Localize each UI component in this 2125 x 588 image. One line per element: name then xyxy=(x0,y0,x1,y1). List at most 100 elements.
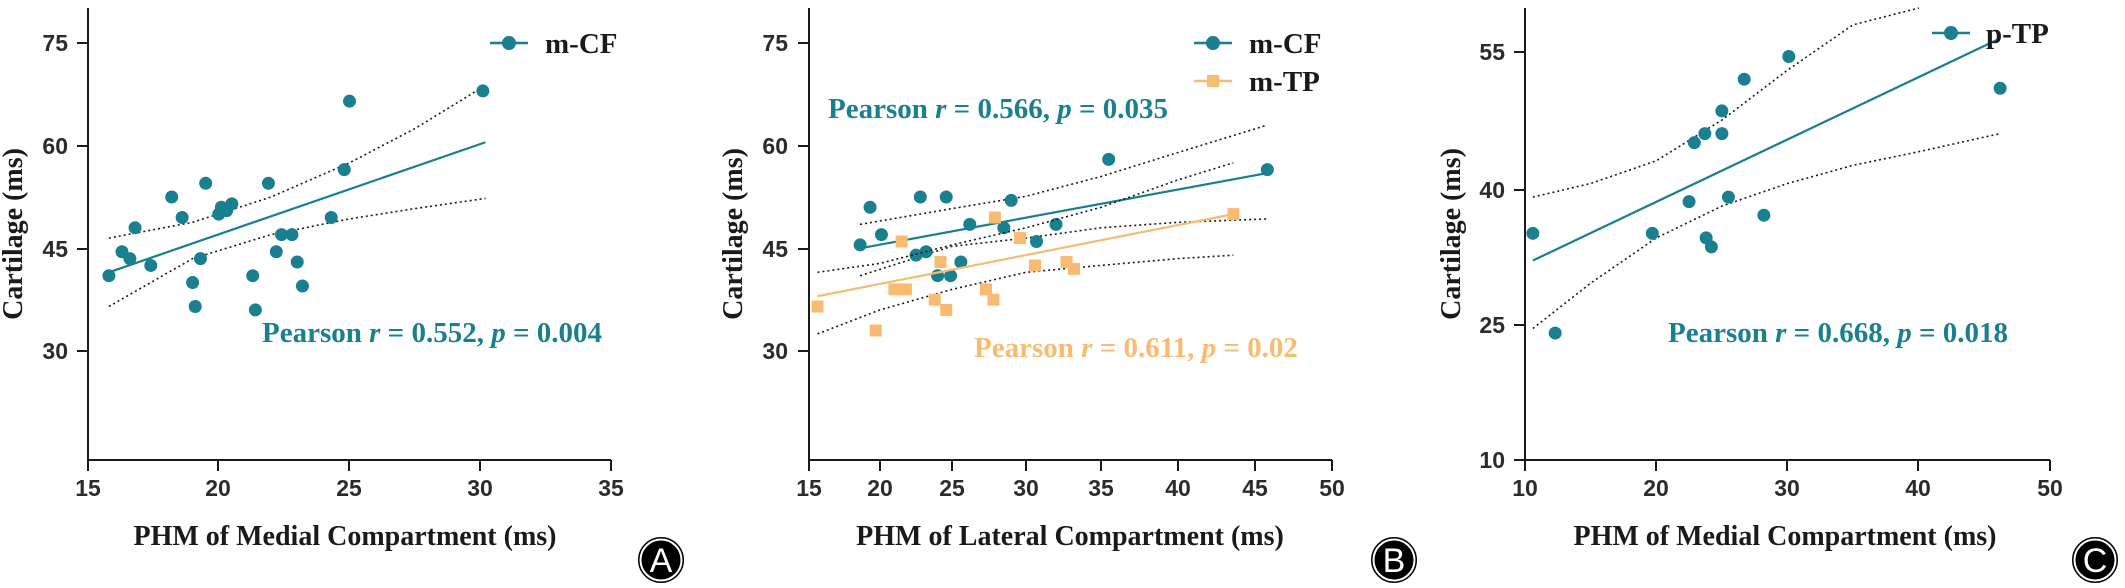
m-tp-data-point xyxy=(869,324,882,337)
panel-b-ytick: 60 xyxy=(762,133,788,159)
panel-b-xtick: 50 xyxy=(1319,475,1345,501)
m-cf-data-point xyxy=(913,190,927,204)
panel-b-ytick: 45 xyxy=(762,236,788,262)
panel-a-xlabel: PHM of Medial Compartment (ms) xyxy=(133,521,556,552)
m-tp-data-point xyxy=(940,303,953,316)
legend-label: m-CF xyxy=(545,28,617,60)
panel-b-xlabel: PHM of Lateral Compartment (ms) xyxy=(856,521,1284,552)
m-tp-data-point xyxy=(980,283,993,296)
panel-a-plot-area xyxy=(102,84,490,317)
panel-c-xtick: 50 xyxy=(2037,475,2063,501)
legend-label: m-CF xyxy=(1249,28,1321,60)
panel-a-badge: A xyxy=(636,535,686,585)
m-tp-data-point xyxy=(928,293,941,306)
panel-c-pearson-annotation: Pearson r = 0.668, p = 0.018 xyxy=(1668,317,2008,349)
m-cf-data-point xyxy=(248,303,262,317)
p-tp-data-point xyxy=(1698,127,1712,141)
panel-c-ytick: 10 xyxy=(1479,447,1505,473)
panel-c-ylabel: Cartilage (ms) xyxy=(1436,148,1467,320)
legend-label: m-TP xyxy=(1249,66,1320,98)
p-tp-data-point xyxy=(1526,226,1540,240)
panel-c-xtick: 10 xyxy=(1512,475,1538,501)
panel-a-ytick: 75 xyxy=(42,30,68,56)
panel-b-ytick: 30 xyxy=(762,338,788,364)
m-cf-data-point xyxy=(199,176,213,190)
panel-b-pearson-annotation-m-cf: Pearson r = 0.566, p = 0.035 xyxy=(828,93,1168,125)
m-cf-data-point xyxy=(102,269,116,283)
panel-b-xtick: 25 xyxy=(939,475,965,501)
panel-a-pearson-annotation: Pearson r = 0.552, p = 0.004 xyxy=(262,317,602,349)
p-tp-fit-line xyxy=(1532,37,2001,262)
m-cf-data-point xyxy=(909,248,923,262)
legend-marker xyxy=(1206,36,1220,50)
m-cf-data-point xyxy=(963,217,977,231)
m-tp-data-point xyxy=(934,256,947,269)
panel-a-ytick: 60 xyxy=(42,133,68,159)
m-cf-ci-lower-band xyxy=(859,218,1268,277)
m-cf-ci-lower-band xyxy=(108,197,486,308)
panel-b-legend: m-CF m-TP xyxy=(1194,28,1321,98)
m-cf-data-point xyxy=(939,190,953,204)
m-cf-data-point xyxy=(269,245,283,259)
m-tp-data-point xyxy=(988,211,1001,224)
legend-marker xyxy=(1207,75,1219,87)
m-tp-data-point xyxy=(1227,208,1240,221)
panel-c-xtick: 30 xyxy=(1774,475,1800,501)
panel-a-ticks xyxy=(77,42,612,471)
panel-a-xtick: 15 xyxy=(75,475,101,501)
m-cf-data-point xyxy=(285,228,299,242)
m-cf-data-point xyxy=(997,221,1011,235)
panel-b-xtick: 30 xyxy=(1013,475,1039,501)
m-cf-data-point xyxy=(295,279,309,293)
m-tp-ci-lower-band xyxy=(817,254,1234,335)
legend-marker xyxy=(502,36,516,50)
p-tp-data-point xyxy=(1645,226,1659,240)
p-tp-data-point xyxy=(1682,195,1696,209)
p-tp-ci-lower-band xyxy=(1532,132,2001,330)
panel-c-ytick: 40 xyxy=(1479,177,1505,203)
panel-b-ytick: 75 xyxy=(762,30,788,56)
p-tp-data-point xyxy=(1687,136,1701,150)
panel-b-ticks xyxy=(798,42,1333,471)
m-cf-data-point xyxy=(261,176,275,190)
m-cf-data-point xyxy=(1260,163,1274,177)
panel-a-xtick: 25 xyxy=(336,475,362,501)
m-cf-data-point xyxy=(123,252,137,266)
m-cf-data-point xyxy=(128,221,142,235)
panel-c-ticks xyxy=(1514,51,2051,471)
m-cf-data-point xyxy=(246,269,260,283)
panel-c-legend: p-TP xyxy=(1932,18,2049,50)
panel-a-badge-label: A xyxy=(650,542,673,580)
p-tp-data-point xyxy=(1715,127,1729,141)
p-tp-data-point xyxy=(1721,190,1735,204)
m-tp-data-point xyxy=(1014,232,1027,245)
m-cf-data-point xyxy=(863,200,877,214)
m-cf-data-point xyxy=(343,94,356,108)
legend-marker xyxy=(1944,26,1958,40)
panel-c-ytick: 25 xyxy=(1479,312,1505,338)
panel-b-badge-label: B xyxy=(1383,542,1406,580)
p-tp-data-point xyxy=(1737,72,1751,86)
m-cf-data-point xyxy=(165,190,179,204)
panel-a-xtick: 35 xyxy=(598,475,624,501)
p-tp-data-point xyxy=(1548,326,1562,340)
p-tp-data-point xyxy=(1757,208,1771,222)
m-cf-data-point xyxy=(1004,193,1018,207)
m-cf-data-point xyxy=(290,255,304,269)
p-tp-data-point xyxy=(1782,50,1796,64)
panel-c-xlabel: PHM of Medial Compartment (ms) xyxy=(1573,521,1996,552)
panel-c: 10 20 30 40 50 10 25 40 55 PHM of Medial… xyxy=(1436,7,2120,585)
panel-a: 15 20 25 30 35 30 45 60 75 PHM of Medial… xyxy=(0,8,686,585)
panel-c-ytick: 55 xyxy=(1479,39,1505,65)
m-cf-ci-upper-band xyxy=(859,124,1268,226)
panel-a-ytick: 45 xyxy=(42,236,68,262)
m-cf-data-point xyxy=(874,228,888,242)
panel-c-xtick: 20 xyxy=(1643,475,1669,501)
panel-c-xtick: 40 xyxy=(1905,475,1931,501)
panel-a-ytick: 30 xyxy=(42,338,68,364)
panel-a-xtick: 20 xyxy=(205,475,231,501)
p-tp-data-point xyxy=(1993,81,2007,95)
m-cf-fit-line xyxy=(859,171,1268,250)
m-tp-data-point xyxy=(895,235,908,248)
